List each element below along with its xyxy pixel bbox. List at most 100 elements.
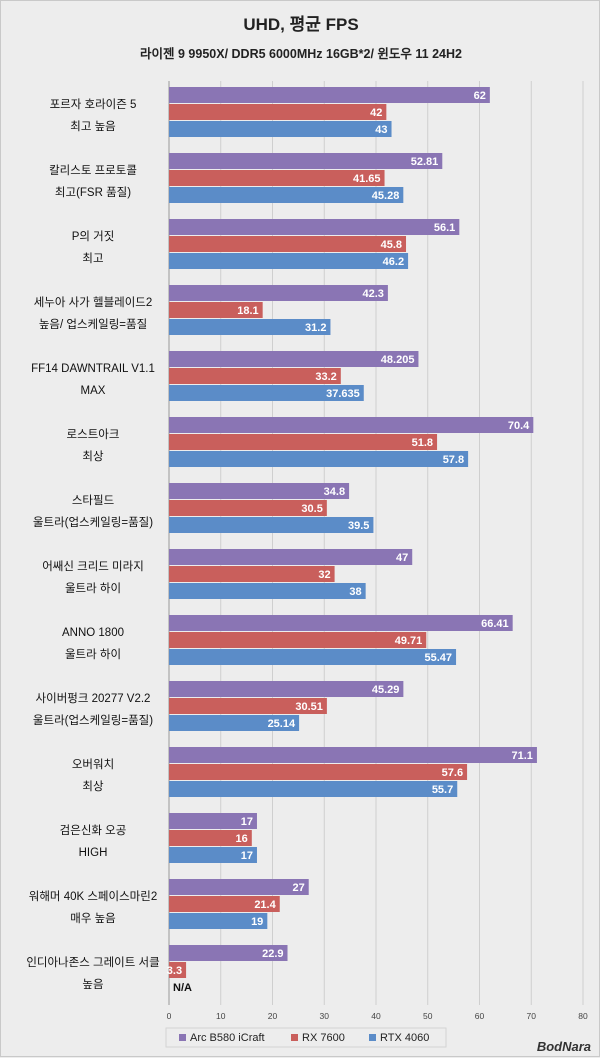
data-label: 25.14 (268, 718, 296, 730)
bar (169, 170, 385, 186)
bar (169, 236, 407, 252)
category-label: 최상 (82, 450, 104, 463)
bar (169, 187, 404, 203)
bar (169, 830, 252, 846)
bar (169, 632, 427, 648)
bar (169, 121, 392, 137)
data-label: 48.205 (381, 354, 415, 366)
category-label: 검은신화 오공 (60, 824, 127, 837)
data-label: 33.2 (315, 371, 336, 383)
bar (169, 813, 257, 829)
data-label: 55.47 (425, 652, 453, 664)
category-label: MAX (81, 385, 106, 397)
data-label: 37.635 (326, 388, 360, 400)
legend-swatch (291, 1034, 298, 1041)
data-label: 57.8 (443, 454, 464, 466)
bar (169, 715, 300, 731)
data-label: 34.8 (324, 486, 345, 498)
category-label: 울트라(업스케일링=품질) (33, 515, 153, 529)
category-label: ANNO 1800 (62, 627, 124, 639)
category-label: 어쌔신 크리드 미라지 (42, 560, 144, 573)
data-label: 19 (251, 916, 263, 928)
bar (169, 649, 457, 665)
x-tick-label: 70 (527, 1011, 537, 1021)
x-tick-label: 10 (216, 1011, 226, 1021)
category-label: 인디아나존스 그레이트 서클 (26, 956, 159, 969)
data-label: 22.9 (262, 948, 283, 960)
legend-swatch (369, 1034, 376, 1041)
data-label: 70.4 (508, 420, 530, 432)
data-label: 42 (370, 107, 382, 119)
legend-label: RTX 4060 (380, 1032, 429, 1044)
data-label: 17 (241, 816, 253, 828)
data-label: 45.28 (372, 190, 400, 202)
chart-title: UHD, 평균 FPS (243, 15, 358, 34)
bar (169, 302, 263, 318)
data-label: 52.81 (411, 156, 439, 168)
bar (169, 434, 438, 450)
category-label: 포르자 호라이즌 5 (50, 98, 137, 111)
bar (169, 698, 327, 714)
data-label: 38 (349, 586, 361, 598)
data-label: 39.5 (348, 520, 369, 532)
bar (169, 285, 388, 301)
category-label: HIGH (79, 847, 108, 859)
data-label: 56.1 (434, 222, 455, 234)
data-label: 57.6 (442, 767, 463, 779)
bar (169, 896, 280, 912)
data-label: 3.3 (167, 965, 182, 977)
legend-box (165, 1027, 447, 1048)
x-tick-label: 80 (578, 1011, 588, 1021)
category-label: 울트라 하이 (65, 647, 121, 661)
x-tick-label: 0 (167, 1011, 172, 1021)
bar (169, 615, 513, 631)
bar (169, 945, 288, 961)
category-label: FF14 DAWNTRAIL V1.1 (31, 363, 155, 375)
category-label: 사이버펑크 20277 V2.2 (36, 692, 151, 705)
legend-label: Arc B580 iCraft (190, 1032, 265, 1044)
category-label: 워해머 40K 스페이스마린2 (29, 890, 157, 903)
data-label: 45.29 (372, 684, 400, 696)
bar (169, 747, 537, 763)
chart-subtitle: 라이젠 9 9950X/ DDR5 6000MHz 16GB*2/ 윈도우 11… (140, 46, 462, 61)
data-label: 51.8 (412, 437, 433, 449)
x-tick-label: 40 (371, 1011, 381, 1021)
data-label: 49.71 (395, 635, 423, 647)
bar (169, 368, 341, 384)
x-tick-label: 60 (475, 1011, 485, 1021)
data-label: 27 (292, 882, 304, 894)
bar (169, 781, 458, 797)
bar (169, 104, 387, 120)
bars-layer: 62 42 43 52.81 41.65 45.28 56.1 45.8 46.2 42.3 18.… (167, 87, 537, 994)
data-label: 46.2 (383, 256, 404, 268)
data-label: 17 (241, 850, 253, 862)
data-label: 41.65 (353, 173, 381, 185)
category-label: 울트라(업스케일링=품질) (33, 713, 153, 727)
data-label: 43 (375, 124, 387, 136)
bar (169, 549, 413, 565)
category-label: 스타필드 (72, 494, 114, 507)
data-label: 47 (396, 552, 408, 564)
bar (169, 351, 419, 367)
bar (169, 879, 309, 895)
bar (169, 681, 404, 697)
bar (169, 253, 409, 269)
legend-label: RX 7600 (302, 1032, 345, 1044)
data-label: 30.51 (295, 701, 323, 713)
bar (169, 417, 534, 433)
x-axis-ticks: 0 10 20 30 40 50 60 70 80 (167, 1011, 588, 1021)
bar (169, 517, 374, 533)
x-tick-label: 30 (320, 1011, 330, 1021)
legend-swatch (179, 1034, 186, 1041)
data-label: 21.4 (254, 899, 276, 911)
category-label: 최고 (82, 252, 103, 265)
bar (169, 219, 460, 235)
category-label: 매우 높음 (70, 912, 116, 925)
data-label: 62 (474, 90, 486, 102)
bar (169, 583, 366, 599)
data-label: N/A (173, 982, 192, 994)
category-label: 오버워치 (72, 758, 114, 771)
bar (169, 962, 187, 978)
category-label: 최고(FSR 품질) (55, 186, 131, 199)
